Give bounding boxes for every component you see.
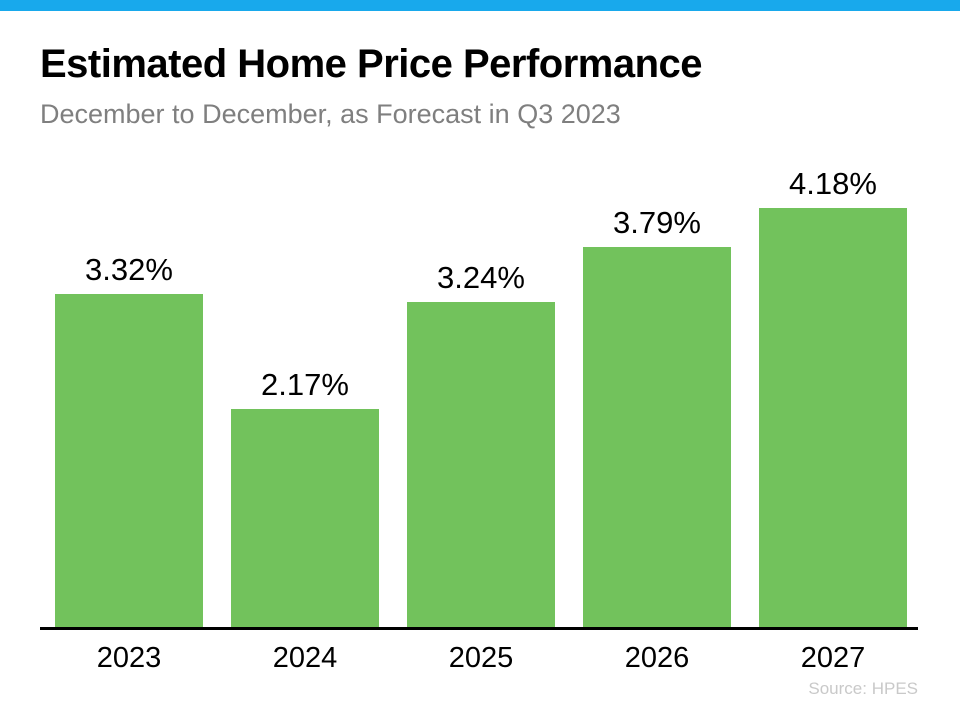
x-tick-label-2025: 2025	[448, 642, 514, 674]
bar-2024	[231, 409, 379, 627]
bar-2026	[583, 247, 731, 627]
bar-group-2026: 3.79%	[583, 205, 731, 627]
bar-group-2025: 3.24%	[407, 260, 555, 627]
x-tick-label-2027: 2027	[800, 642, 866, 674]
bar-2027	[759, 208, 907, 627]
x-tick-label-2024: 2024	[272, 642, 338, 674]
plot-area: 3.32% 2.17% 3.24% 3.79% 4.18%	[40, 160, 918, 627]
x-axis-line	[40, 627, 918, 630]
bar-value-label-2026: 3.79%	[613, 205, 701, 240]
x-tick-label-2023: 2023	[96, 642, 162, 674]
bar-chart: 3.32% 2.17% 3.24% 3.79% 4.18% 2023 2024 2025 20…	[40, 160, 918, 675]
bar-group-2023: 3.32%	[55, 252, 203, 627]
x-axis-labels: 2023 2024 2025 2026 2027	[40, 630, 918, 675]
page-title: Estimated Home Price Performance	[40, 42, 703, 86]
page-subtitle: December to December, as Forecast in Q3 …	[40, 99, 621, 129]
bar-group-2024: 2.17%	[231, 367, 379, 627]
bar-value-label-2023: 3.32%	[85, 252, 173, 287]
bar-2023	[55, 294, 203, 627]
x-tick-label-2026: 2026	[624, 642, 690, 674]
bar-group-2027: 4.18%	[759, 166, 907, 627]
top-accent-bar	[0, 0, 960, 11]
bar-value-label-2027: 4.18%	[789, 166, 877, 201]
source-credit: Source: HPES	[808, 679, 918, 698]
bar-value-label-2024: 2.17%	[261, 367, 349, 402]
bar-2025	[407, 302, 555, 627]
bar-value-label-2025: 3.24%	[437, 260, 525, 295]
